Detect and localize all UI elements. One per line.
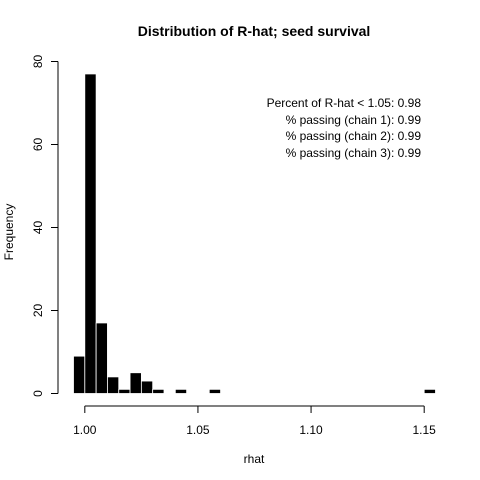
histogram-bar <box>208 388 221 394</box>
annotation-chain-3: % passing (chain 3): 0.99 <box>286 146 422 160</box>
histogram-bar <box>107 376 120 394</box>
y-tick-label: 0 <box>31 390 45 397</box>
chart-title: Distribution of R-hat; seed survival <box>138 23 371 39</box>
x-tick-label: 1.15 <box>413 423 437 437</box>
x-tick-label: 1.05 <box>186 423 210 437</box>
histogram-bar <box>129 372 142 394</box>
y-tick-label: 80 <box>31 55 45 69</box>
y-tick-label: 60 <box>31 138 45 152</box>
annotations: Percent of R-hat < 1.05: 0.98 % passing … <box>267 96 422 160</box>
y-axis-label: Frequency <box>2 204 16 261</box>
x-tick-label: 1.00 <box>73 423 97 437</box>
histogram-bar <box>174 388 188 394</box>
annotation-percent-overall: Percent of R-hat < 1.05: 0.98 <box>267 96 422 110</box>
x-axis: 1.00 1.05 1.10 1.15 <box>73 405 437 437</box>
bars <box>73 73 436 394</box>
y-tick-label: 40 <box>31 221 45 235</box>
annotation-chain-1: % passing (chain 1): 0.99 <box>286 113 422 127</box>
annotation-chain-2: % passing (chain 2): 0.99 <box>286 129 422 143</box>
x-tick-label: 1.10 <box>299 423 323 437</box>
histogram-bar <box>140 380 154 394</box>
histogram-bar <box>73 355 86 394</box>
histogram-bar <box>118 388 131 394</box>
histogram-bar <box>152 388 165 394</box>
histogram-bar <box>423 388 436 394</box>
histogram-bar <box>84 73 97 394</box>
y-axis: 0 20 40 60 80 <box>31 55 59 397</box>
histogram-bar <box>95 322 108 394</box>
x-axis-label: rhat <box>244 452 265 466</box>
y-tick-label: 20 <box>31 304 45 318</box>
